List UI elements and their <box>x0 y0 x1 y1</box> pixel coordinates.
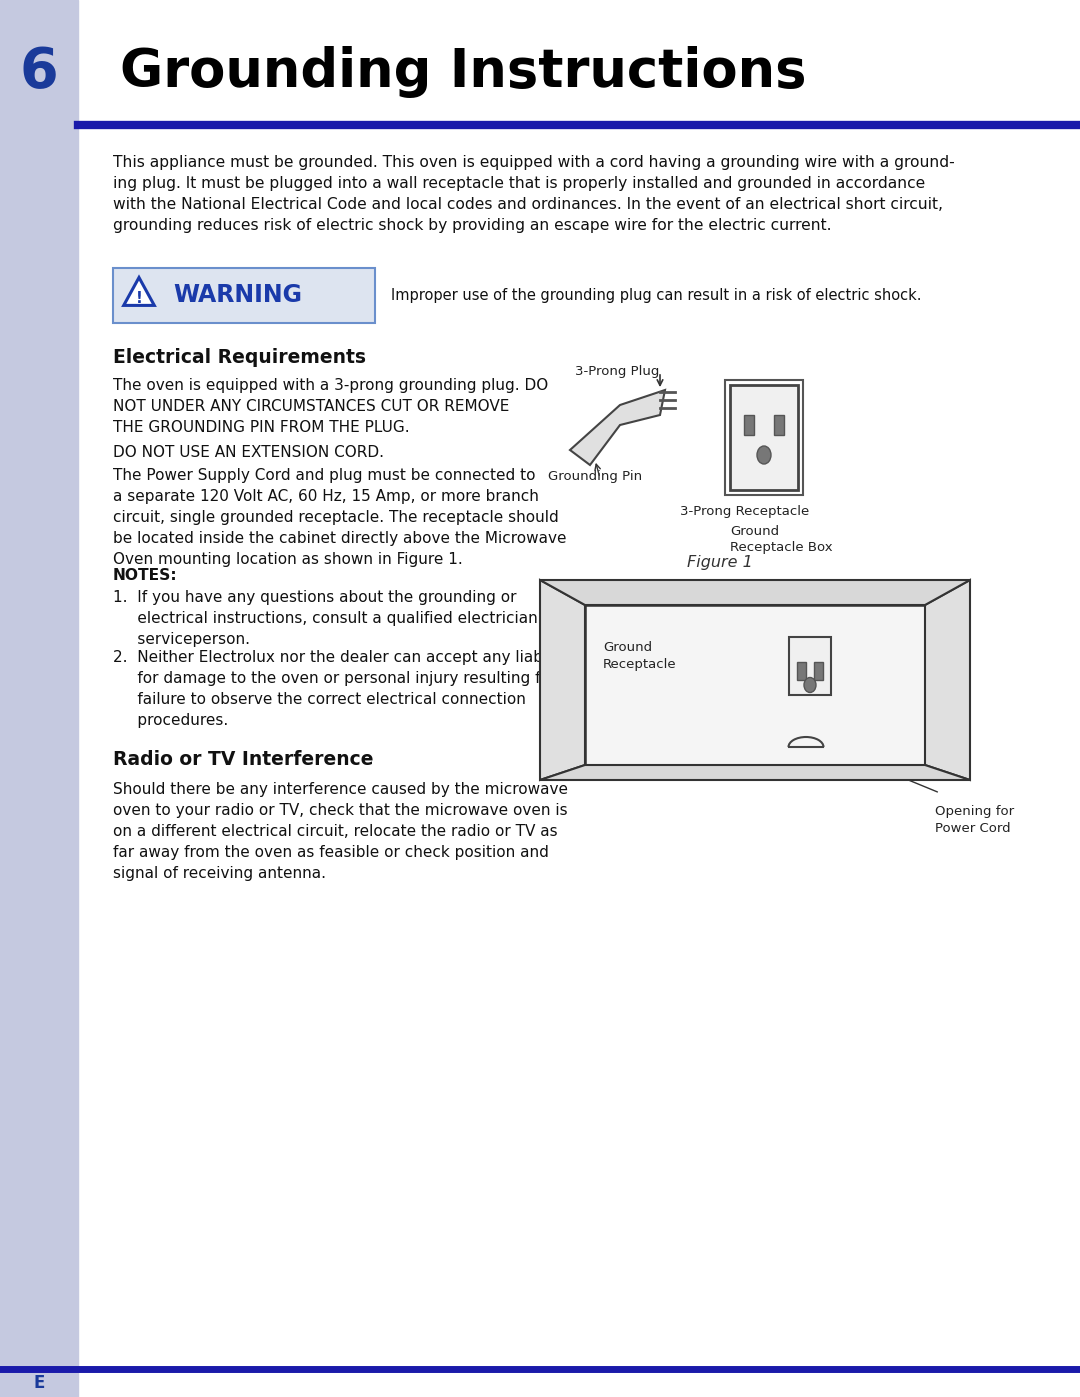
Text: Ground
Receptacle: Ground Receptacle <box>603 641 677 671</box>
Bar <box>814 662 823 680</box>
Text: This appliance must be grounded. This oven is equipped with a cord having a grou: This appliance must be grounded. This ov… <box>113 155 955 233</box>
Text: !: ! <box>136 291 143 306</box>
Text: Improper use of the grounding plug can result in a risk of electric shock.: Improper use of the grounding plug can r… <box>391 288 921 303</box>
Bar <box>797 662 806 680</box>
Bar <box>585 605 924 766</box>
Bar <box>113 268 375 323</box>
Text: Electrical Requirements: Electrical Requirements <box>113 348 366 367</box>
Text: Opening for
Power Cord: Opening for Power Cord <box>935 805 1014 834</box>
Polygon shape <box>924 580 970 780</box>
Text: 3-Prong Receptacle: 3-Prong Receptacle <box>680 504 809 518</box>
Bar <box>774 415 784 434</box>
Text: Grounding Pin: Grounding Pin <box>548 469 643 483</box>
Bar <box>730 386 798 490</box>
Text: Should there be any interference caused by the microwave
oven to your radio or T: Should there be any interference caused … <box>113 782 568 882</box>
Polygon shape <box>124 278 154 306</box>
Text: The oven is equipped with a 3-prong grounding plug. DO
NOT UNDER ANY CIRCUMSTANC: The oven is equipped with a 3-prong grou… <box>113 379 549 434</box>
Text: The Power Supply Cord and plug must be connected to
a separate 120 Volt AC, 60 H: The Power Supply Cord and plug must be c… <box>113 468 567 567</box>
Text: Grounding Instructions: Grounding Instructions <box>120 46 807 98</box>
Text: NOTES:: NOTES: <box>113 569 177 583</box>
Text: 6: 6 <box>19 45 58 99</box>
Ellipse shape <box>804 678 816 693</box>
Bar <box>744 415 754 434</box>
Text: Radio or TV Interference: Radio or TV Interference <box>113 750 374 768</box>
Text: DO NOT USE AN EXTENSION CORD.: DO NOT USE AN EXTENSION CORD. <box>113 446 384 460</box>
Text: E: E <box>33 1375 44 1391</box>
Text: 3-Prong Plug: 3-Prong Plug <box>575 365 660 379</box>
Text: 2.  Neither Electrolux nor the dealer can accept any liability
     for damage t: 2. Neither Electrolux nor the dealer can… <box>113 650 570 728</box>
Text: Figure 1: Figure 1 <box>687 555 753 570</box>
Bar <box>0 0 78 1397</box>
Text: Ground
Receptacle Box: Ground Receptacle Box <box>730 525 833 555</box>
Polygon shape <box>540 580 970 605</box>
Polygon shape <box>570 390 665 465</box>
Text: 1.  If you have any questions about the grounding or
     electrical instruction: 1. If you have any questions about the g… <box>113 590 558 647</box>
Polygon shape <box>540 766 970 780</box>
Bar <box>725 380 804 495</box>
Ellipse shape <box>757 446 771 464</box>
Bar <box>789 637 831 694</box>
Text: WARNING: WARNING <box>173 284 302 307</box>
Polygon shape <box>540 580 585 780</box>
